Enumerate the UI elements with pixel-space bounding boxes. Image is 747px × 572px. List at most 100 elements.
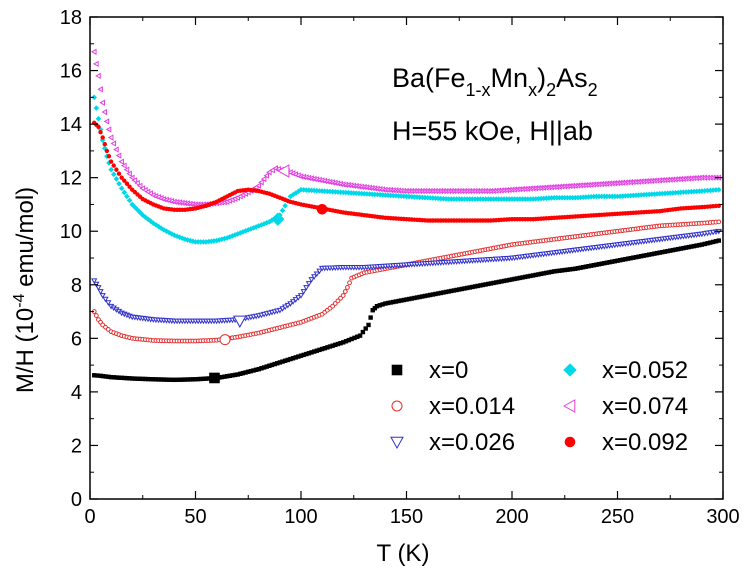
data-point — [93, 60, 99, 67]
data-point — [99, 293, 106, 299]
data-point — [136, 182, 143, 189]
data-point — [305, 281, 313, 287]
data-point — [715, 186, 722, 193]
data-point — [113, 176, 120, 182]
data-point — [357, 333, 363, 338]
data-point — [90, 48, 97, 55]
x-tick-label: 150 — [390, 506, 423, 528]
y-tick-label: 18 — [60, 7, 82, 29]
data-point — [292, 297, 299, 303]
data-point — [114, 167, 119, 172]
data-point — [366, 322, 371, 328]
y-tick-label: 8 — [71, 275, 82, 297]
data-point — [124, 181, 130, 186]
series-x=0.026 — [91, 228, 722, 328]
data-point — [266, 169, 272, 176]
data-point — [127, 184, 132, 189]
legend-entry-x=0.052: x=0.052 — [563, 357, 688, 384]
data-point — [295, 295, 302, 301]
data-point — [124, 193, 130, 200]
y-tick-label: 16 — [60, 61, 82, 83]
compound-formula: Ba(Fe1-xMnx)2As2 — [392, 63, 598, 100]
data-point — [279, 306, 286, 312]
data-point — [118, 158, 124, 165]
data-point — [303, 285, 310, 291]
data-point — [121, 189, 128, 196]
data-point — [122, 178, 127, 183]
data-point — [258, 179, 264, 186]
legend-entry-x=0.014: x=0.014 — [391, 393, 515, 420]
data-point — [338, 295, 343, 301]
data-point — [132, 204, 138, 210]
data-point — [99, 99, 105, 106]
data-point — [116, 180, 122, 187]
data-point — [113, 146, 119, 153]
data-point — [332, 301, 338, 306]
y-tick-label: 6 — [71, 328, 82, 350]
data-point — [716, 219, 722, 225]
data-point — [128, 174, 135, 181]
data-layer — [90, 48, 722, 384]
data-point — [105, 126, 112, 133]
legend-marker — [563, 363, 577, 377]
data-point — [260, 175, 267, 183]
data-point — [93, 313, 99, 318]
data-point — [115, 152, 122, 159]
data-point — [255, 182, 262, 189]
data-point — [345, 285, 350, 290]
x-tick-label: 250 — [601, 506, 634, 528]
legend-marker — [390, 436, 404, 450]
axes: 0 50 100 150 200 250 300 0 2 4 6 8 10 12 14 16 18 — [60, 7, 740, 528]
data-point — [368, 315, 373, 320]
data-point — [311, 274, 318, 280]
y-tick-label: 4 — [71, 382, 82, 404]
highlight-point — [209, 372, 220, 384]
legend-marker — [391, 364, 403, 376]
data-point — [297, 293, 305, 299]
data-point — [284, 302, 291, 309]
legend-entry-x=0.074: x=0.074 — [562, 393, 688, 420]
data-point — [360, 329, 366, 335]
data-point — [102, 296, 109, 303]
data-point — [716, 238, 721, 243]
data-point — [263, 172, 270, 179]
data-point — [107, 134, 114, 141]
data-point — [126, 197, 133, 204]
data-point — [97, 289, 104, 295]
data-point — [330, 303, 336, 309]
x-axis-title: T (K) — [377, 540, 430, 567]
data-point — [126, 170, 132, 177]
data-point — [137, 209, 143, 216]
y-tick-label: 10 — [60, 221, 82, 243]
highlight-point — [219, 334, 231, 346]
highlight-point — [271, 212, 285, 226]
data-point — [134, 179, 140, 187]
legend-label: x=0.052 — [602, 357, 688, 384]
x-tick-label: 200 — [495, 506, 528, 528]
data-point — [342, 289, 348, 294]
legend-label: x=0.014 — [429, 393, 515, 420]
data-point — [347, 280, 352, 286]
y-tick-label: 14 — [60, 114, 82, 136]
legend-marker — [562, 399, 576, 413]
y-tick-label: 2 — [71, 435, 82, 457]
legend-marker — [564, 436, 576, 448]
data-point — [110, 171, 117, 178]
data-point — [97, 86, 103, 93]
data-point — [289, 299, 297, 305]
legend-entry-x=0: x=0 — [391, 357, 468, 384]
data-point — [104, 148, 110, 154]
data-point — [91, 94, 98, 101]
annotation: Ba(Fe1-xMnx)2As2 H=55 kOe, H||ab — [392, 63, 598, 146]
highlight-point — [316, 203, 328, 215]
data-point — [102, 141, 107, 147]
highlight-point — [232, 315, 247, 328]
field-condition: H=55 kOe, H||ab — [392, 116, 593, 146]
data-point — [105, 300, 112, 306]
data-point — [108, 159, 114, 164]
data-point — [123, 166, 130, 173]
data-point — [313, 271, 320, 278]
series-x=0.074 — [90, 48, 722, 208]
highlight-point — [277, 164, 290, 178]
